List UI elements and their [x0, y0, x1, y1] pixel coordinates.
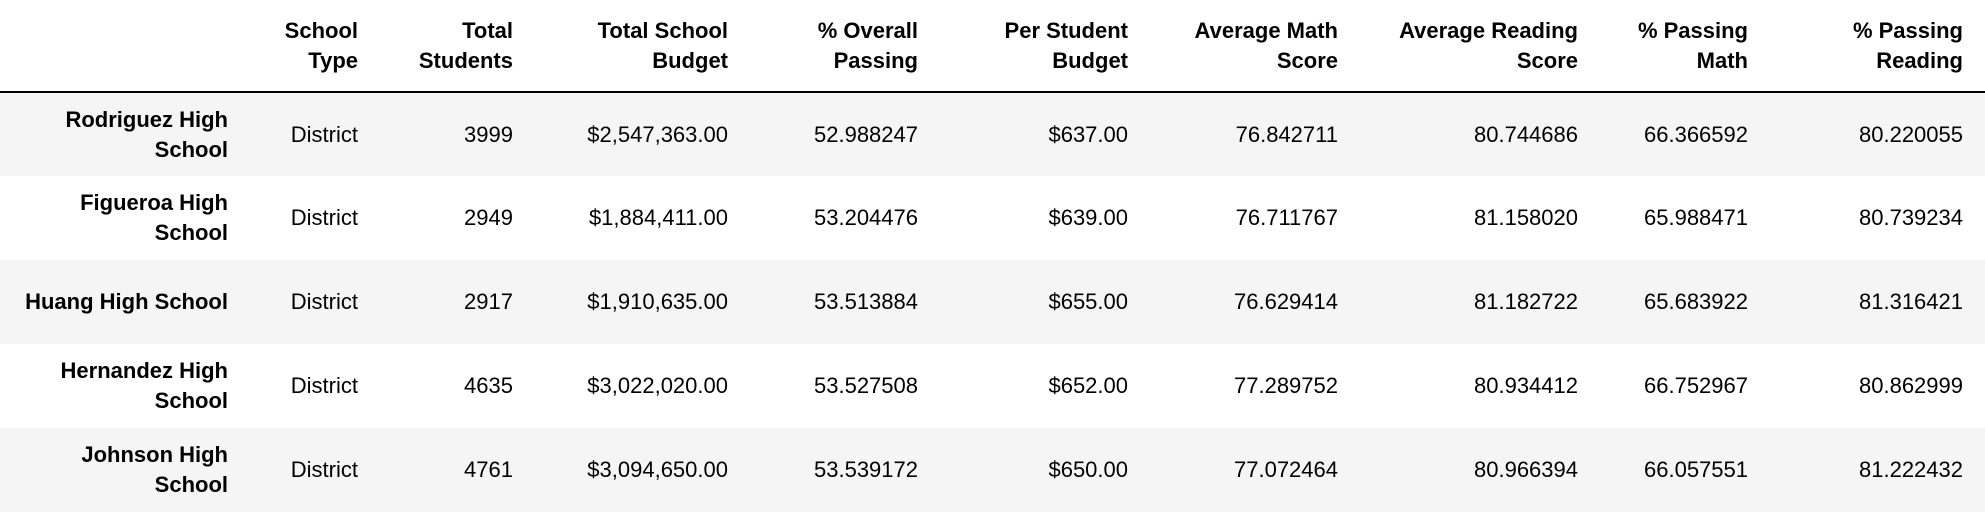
- column-header-per-student-budget: Per Student Budget: [940, 0, 1150, 93]
- table-body: Rodriguez High School District 3999 $2,5…: [0, 92, 1985, 512]
- cell-total-students: 4635: [464, 373, 513, 398]
- cell-average-reading-score: 81.158020: [1474, 205, 1578, 230]
- cell-average-reading-score: 81.182722: [1474, 289, 1578, 314]
- cell-total-students: 2949: [464, 205, 513, 230]
- cell-passing-reading: 80.220055: [1859, 121, 1963, 147]
- column-header-passing-reading: % Passing Reading: [1770, 0, 1985, 93]
- row-label-school: Johnson High School: [81, 442, 228, 497]
- cell-per-student-budget: $637.00: [1048, 121, 1128, 147]
- row-label-school: Figueroa High School: [80, 190, 228, 245]
- table-row: Huang High School District 2917 $1,910,6…: [0, 260, 1985, 344]
- column-header-school-type: School Type: [250, 0, 380, 93]
- cell-per-student-budget: $655.00: [1048, 289, 1128, 314]
- cell-per-student-budget: $652.00: [1048, 373, 1128, 398]
- cell-average-math-score: 77.289752: [1234, 373, 1338, 398]
- cell-school-type: District: [290, 373, 358, 398]
- table-row: Rodriguez High School District 3999 $2,5…: [0, 92, 1985, 176]
- cell-per-student-budget: $639.00: [1048, 205, 1128, 230]
- school-summary-table: School Type Total Students Total School …: [0, 0, 1985, 512]
- column-header-passing-math: % Passing Math: [1600, 0, 1770, 93]
- cell-average-math-score: 76.842711: [1235, 121, 1338, 147]
- cell-total-school-budget: $1,910,635.00: [587, 289, 728, 314]
- cell-passing-math: 66.752967: [1644, 373, 1748, 398]
- column-header-total-school-budget: Total School Budget: [535, 0, 750, 93]
- cell-school-type: District: [290, 289, 358, 314]
- table-row: Hernandez High School District 4635 $3,0…: [0, 344, 1985, 428]
- cell-passing-reading: 81.316421: [1859, 289, 1963, 314]
- cell-passing-reading: 81.222432: [1859, 457, 1963, 482]
- table-header: School Type Total Students Total School …: [0, 0, 1985, 93]
- table-row: Figueroa High School District 2949 $1,88…: [0, 176, 1985, 260]
- cell-total-school-budget: $3,094,650.00: [587, 457, 728, 482]
- row-label-school: Hernandez High School: [60, 358, 228, 413]
- cell-average-math-score: 77.072464: [1234, 457, 1338, 482]
- cell-total-school-budget: $2,547,363.00: [587, 121, 728, 147]
- cell-average-reading-score: 80.934412: [1474, 373, 1578, 398]
- cell-overall-passing: 52.988247: [814, 121, 918, 147]
- cell-total-school-budget: $3,022,020.00: [587, 373, 728, 398]
- column-header-average-reading-score: Average Reading Score: [1360, 0, 1600, 93]
- table-row: Johnson High School District 4761 $3,094…: [0, 428, 1985, 512]
- cell-passing-math: 65.988471: [1644, 205, 1748, 230]
- cell-total-school-budget: $1,884,411.00: [588, 205, 728, 230]
- cell-overall-passing: 53.204476: [814, 205, 918, 230]
- cell-average-reading-score: 80.966394: [1474, 457, 1578, 482]
- cell-passing-math: 66.057551: [1644, 457, 1748, 482]
- row-label-school: Huang High School: [25, 289, 228, 314]
- cell-passing-math: 66.366592: [1644, 121, 1748, 147]
- cell-passing-reading: 80.739234: [1859, 205, 1963, 230]
- cell-total-students: 3999: [464, 121, 513, 147]
- cell-average-reading-score: 80.744686: [1474, 121, 1578, 147]
- cell-school-type: District: [290, 205, 358, 230]
- cell-per-student-budget: $650.00: [1048, 457, 1128, 482]
- cell-average-math-score: 76.629414: [1234, 289, 1338, 314]
- cell-school-type: District: [290, 121, 358, 147]
- cell-passing-reading: 80.862999: [1859, 373, 1963, 398]
- cell-overall-passing: 53.527508: [814, 373, 918, 398]
- cell-total-students: 2917: [464, 289, 513, 314]
- column-header-average-math-score: Average Math Score: [1150, 0, 1360, 93]
- cell-total-students: 4761: [464, 457, 513, 482]
- cell-passing-math: 65.683922: [1644, 289, 1748, 314]
- cell-overall-passing: 53.513884: [814, 289, 918, 314]
- column-header-overall-passing: % Overall Passing: [750, 0, 940, 93]
- header-row: School Type Total Students Total School …: [0, 0, 1985, 93]
- row-label-school: Rodriguez High School: [65, 106, 228, 162]
- column-header-total-students: Total Students: [380, 0, 535, 93]
- cell-overall-passing: 53.539172: [814, 457, 918, 482]
- index-header: [0, 0, 250, 93]
- cell-average-math-score: 76.711767: [1235, 205, 1338, 230]
- cell-school-type: District: [290, 457, 358, 482]
